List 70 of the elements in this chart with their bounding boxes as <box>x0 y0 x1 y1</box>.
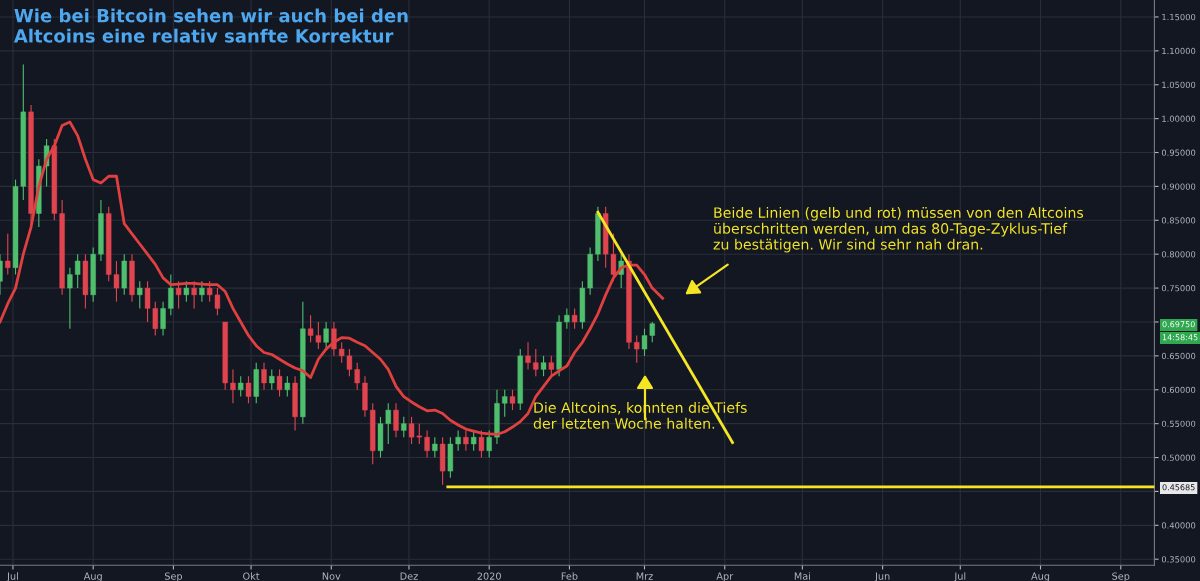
x-tick-label: Mrz <box>636 572 653 580</box>
candlestick <box>571 307 578 330</box>
candlestick <box>463 429 469 452</box>
y-tick-label: 0.95000 <box>1161 149 1196 156</box>
candlestick <box>67 267 73 330</box>
x-tick-label: Apr <box>716 572 734 581</box>
text: 0.45685 <box>1162 484 1195 491</box>
candlestick <box>230 368 236 404</box>
y-tick-label: 1.05000 <box>1162 81 1196 89</box>
candlestick <box>401 416 407 438</box>
candlestick <box>533 348 539 377</box>
x-tick-label: Dez <box>400 572 418 580</box>
candlestick <box>323 321 329 350</box>
y-tick-label: 0.50000 <box>1161 454 1196 461</box>
y-tick-label: 1.10000 <box>1162 47 1196 55</box>
x-tick-label: Sep <box>1112 572 1130 581</box>
x-tick-label: 2020 <box>477 572 501 580</box>
candlestick <box>183 280 190 303</box>
x-tick-label: Aug <box>1031 572 1050 581</box>
candlestick <box>525 341 531 370</box>
x-tick-label: Aug <box>83 572 102 581</box>
candlestick <box>199 280 205 303</box>
text: 0.69750 <box>1162 321 1195 328</box>
x-tick-label: Jul <box>953 572 966 581</box>
y-tick-label: 0.35000 <box>1161 556 1196 563</box>
x-tick-label: Jun <box>874 572 890 581</box>
y-tick-label: 1.00000 <box>1162 115 1196 122</box>
candlestick <box>564 307 570 330</box>
candlestick <box>276 368 283 398</box>
candlestick <box>634 334 640 364</box>
y-tick-label: 1.15000 <box>1162 13 1196 21</box>
candlestick <box>74 253 81 289</box>
candlestick <box>168 273 174 316</box>
y-tick-label: 0.40000 <box>1161 522 1196 529</box>
candlestick <box>432 436 438 459</box>
candlestick <box>540 355 547 377</box>
candlestick <box>509 389 516 411</box>
y-tick-label: 0.60000 <box>1161 386 1196 394</box>
x-tick-label: Feb <box>561 572 578 580</box>
x-tick-label: Okt <box>243 572 260 580</box>
candlestick <box>424 429 430 459</box>
candlestick <box>245 375 252 404</box>
y-tick-label: 0.65000 <box>1161 352 1196 360</box>
candlestick <box>471 429 477 452</box>
x-tick-label: Mai <box>794 572 810 580</box>
text: Wie bei Bitcoin sehen wir auch bei den Altcoins eine relativ sanfte Korrektur <box>13 8 408 43</box>
candlestick <box>284 375 290 398</box>
candlestick <box>261 362 267 391</box>
candlestick <box>238 375 244 398</box>
x-tick-label: Nov <box>322 572 341 580</box>
annotation: Beide Linien (gelb und rot) müssen von den Altcoins überschritten werden, um das 80-Tage-Zyklus-Tief zu bestätigen. Wir sind sehr nah dran. <box>713 207 1084 253</box>
candlestick <box>5 233 11 276</box>
x-tick-label: Jul <box>6 572 18 581</box>
y-tick-label: 0.85000 <box>1161 217 1196 224</box>
text: 14:58:45 <box>1162 334 1198 341</box>
candlestick <box>393 402 399 438</box>
candlestick <box>160 301 166 337</box>
y-tick-label: 0.75000 <box>1161 285 1196 292</box>
candlestick <box>191 280 197 309</box>
candlestick <box>269 368 275 391</box>
x-tick-label: Sep <box>164 572 183 581</box>
candlestick <box>137 280 143 309</box>
candlestick <box>478 429 485 459</box>
y-tick-label: 0.80000 <box>1161 251 1196 258</box>
candlestick <box>175 280 182 309</box>
candlestick <box>502 389 508 418</box>
candlestick <box>455 429 461 452</box>
candlestick <box>486 429 492 459</box>
y-tick-label: 0.55000 <box>1161 420 1196 427</box>
y-tick-label: 0.90000 <box>1161 183 1196 190</box>
